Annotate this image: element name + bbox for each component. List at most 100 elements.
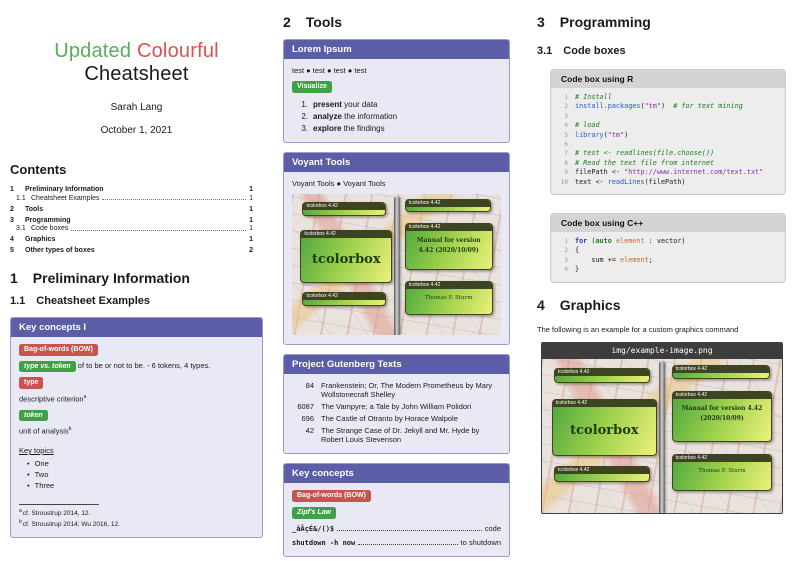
graphics-intro-text: The following is an example for a custom…	[537, 324, 739, 334]
gutenberg-row: 696 The Castle of Otranto by Horace Walpo…	[301, 413, 458, 423]
middle-column: 2 Tools Lorem Ipsum test ● test ● test ●…	[283, 0, 510, 557]
tcb-sign: tcolorbox 4.42	[554, 367, 650, 384]
code-line: 6	[564, 141, 568, 149]
code-line: 10 text <- readLines(filePath)	[560, 177, 686, 186]
tcb-sign-text: Thomas F. Sturm	[698, 468, 746, 475]
code-line: 4}	[564, 265, 580, 274]
left-column: Updated Colourful Cheatsheet Sarah Lang …	[10, 0, 263, 539]
code-line: 5 library("tm")	[564, 130, 629, 139]
section-1-1-title: Cheatsheet Examples	[36, 295, 151, 307]
section-4-title: Graphics	[559, 296, 621, 313]
section-1-1-heading: 1.1 Cheatsheet Examples	[10, 295, 263, 307]
section-1-1-number: 1.1	[10, 295, 26, 307]
tcb-sign: tcolorbox 4.42 Thomas F. Sturm	[671, 454, 773, 492]
visualize-badge: Visualize	[292, 81, 332, 93]
tcb-sign: tcolorbox 4.42 tcolorbox	[551, 398, 658, 456]
code-line: 9 filePath <- "http://www.internet.com/te…	[564, 168, 764, 177]
gutenberg-table: 84 Frankenstein; Or, The Modern Prometheu…	[284, 374, 509, 454]
voyant-tools-box-body: Voyant Tools ● Voyant Tools tcolorbox 4.…	[284, 172, 509, 344]
contents-heading: Contents	[10, 162, 67, 177]
key-concepts-1-box: Key concepts I Bag-of-words (BOW) type v…	[10, 317, 263, 539]
footnote: bcf. Stroustrup 2014; Wu 2016, 12.	[19, 519, 120, 529]
tcb-sign-text: tcolorbox	[570, 423, 639, 439]
kc2-lines: _äÄçÉ&/()$ code shutdown -h now to shutdown	[292, 524, 501, 547]
lorem-ipsum-box: Lorem Ipsum test ● test ● test ● test Vi…	[283, 39, 510, 143]
example-image-filename: img/example-image.png	[542, 342, 782, 359]
tcb-sign-header: tcolorbox 4.42	[672, 455, 772, 463]
steps-list: 1. present your data 2. analyze the informa…	[292, 100, 501, 133]
gutenberg-row: 6087 The Vampyre; a Tale by John William …	[297, 401, 472, 411]
code-line: 8 # Read the text file from internet	[564, 158, 715, 167]
section-4-number: 4	[537, 296, 545, 313]
gutenberg-box-title: Project Gutenberg Texts	[284, 354, 509, 374]
gutenberg-row: 84 Frankenstein; Or, The Modern Prometheu…	[305, 380, 493, 400]
type-footnote-mark: a	[83, 394, 87, 401]
tcb-sign-header: tcolorbox 4.42	[405, 282, 492, 290]
tcb-sign-header: tcolorbox 4.42	[405, 200, 490, 208]
test-items-row: test ● test ● test ● test	[292, 66, 367, 75]
section-3-1-heading: 3.1 Code boxes	[537, 45, 787, 57]
right-column: 3 Programming 3.1 Code boxes Code box us…	[537, 0, 787, 514]
token-badge: token	[19, 409, 48, 422]
topic-item: • Three	[27, 481, 55, 490]
section-1-heading: 1 Preliminary Information	[10, 270, 263, 286]
tcb-sign-header: tcolorbox 4.42	[672, 392, 772, 400]
tcb-sign-header: tcolorbox 4.42	[303, 203, 386, 211]
step-item: 1. present your data	[301, 99, 378, 109]
section-3-number: 3	[537, 14, 545, 30]
gutenberg-row: 42 The Strange Case of Dr. Jekyll and Mr.…	[305, 425, 480, 445]
code-line: 3 sum += element;	[564, 255, 653, 264]
doc-title-line1: Updated Colourful	[10, 40, 263, 63]
title-word-colourful: Colourful	[136, 40, 219, 62]
doc-title-line2: Cheatsheet	[84, 63, 189, 85]
section-4-heading: 4 Graphics	[537, 297, 787, 313]
section-2-title: Tools	[305, 14, 343, 30]
footnotes-list: acf. Stroustrup 2014, 12. bcf. Stroustrup…	[19, 508, 254, 528]
section-1-title: Preliminary Information	[32, 270, 190, 286]
tcb-sign-header: tcolorbox 4.42	[303, 293, 386, 301]
key-concepts-2-box: Key concepts Bag-of-words (BOW) Zipf's L…	[283, 463, 510, 557]
key-topics-label: Key topics	[19, 446, 54, 455]
tcb-sign-text: Manual for version 4.42 (2020/10/09)	[416, 237, 481, 254]
toc-entry: 5 Other types of boxes 2	[10, 247, 253, 254]
r-codebox: Code box using R 1 # Install 2 install.pack…	[550, 69, 786, 196]
toc-entry: 4 Graphics 1	[10, 236, 253, 243]
tcb-sign-text: Manual for version 4.42 (2020/10/09)	[681, 405, 763, 422]
voyant-tools-box-title: Voyant Tools	[284, 152, 509, 172]
lorem-ipsum-box-body: test ● test ● test ● test Visualize 1. pr…	[284, 59, 509, 142]
topic-item: • Two	[27, 470, 49, 479]
r-codebox-title: Code box using R	[551, 70, 785, 88]
tcolorbox-image: tcolorbox 4.42 tcolorbox 4.42 tcolorbox 4.…	[292, 193, 501, 335]
code-line: 7 # test <- readlines(file.choose())	[564, 149, 715, 158]
section-3-title: Programming	[559, 14, 651, 30]
type-definition: descriptive criterion	[19, 394, 84, 404]
section-2-number: 2	[283, 14, 291, 30]
section-3-1-number: 3.1	[537, 45, 553, 57]
topic-item: • One	[27, 459, 49, 468]
tcb-sign: tcolorbox 4.42	[302, 202, 387, 217]
signpost-pole	[393, 196, 400, 335]
type-badge: type	[19, 377, 44, 390]
voyant-tools-box: Voyant Tools Voyant Tools ● Voyant Tools…	[283, 151, 510, 345]
tcb-sign-header: tcolorbox 4.42	[672, 365, 769, 373]
signpost-pole	[659, 361, 665, 513]
toc-entry: 1 Preliminary Information 1	[10, 186, 253, 193]
toc-entry: 3.1 Code boxes 1	[16, 225, 253, 232]
tcb-sign: tcolorbox 4.42	[404, 199, 491, 212]
tcb-sign: tcolorbox 4.42	[554, 466, 650, 482]
cpp-codebox-title: Code box using C++	[551, 214, 785, 233]
key-concepts-1-box-title: Key concepts I	[11, 318, 262, 337]
step-item: 2. analyze the information	[301, 111, 398, 121]
tcb-sign-header: tcolorbox 4.42	[555, 368, 649, 376]
tcb-sign: tcolorbox 4.42 Manual for version 4.42 (2…	[671, 391, 773, 442]
type-vs-token-text: of to be or not to be. - 6 tokens, 4 typ…	[77, 360, 211, 370]
bow-badge: Bag-of-words (BOW)	[19, 344, 98, 356]
key-concepts-2-box-body: Bag-of-words (BOW) Zipf's Law _äÄçÉ&/()$…	[284, 483, 509, 555]
kc2-line: shutdown -h now to shutdown	[292, 537, 501, 547]
tcolorbox-image: tcolorbox 4.42 tcolorbox 4.42 tcolorbox 4.…	[542, 358, 782, 513]
author: Sarah Lang	[110, 102, 163, 113]
cpp-codebox: Code box using C++ 1 for (auto element : …	[550, 213, 786, 283]
footnote-rule	[19, 504, 99, 505]
voyant-items-row: Voyant Tools ● Voyant Tools	[292, 178, 386, 188]
